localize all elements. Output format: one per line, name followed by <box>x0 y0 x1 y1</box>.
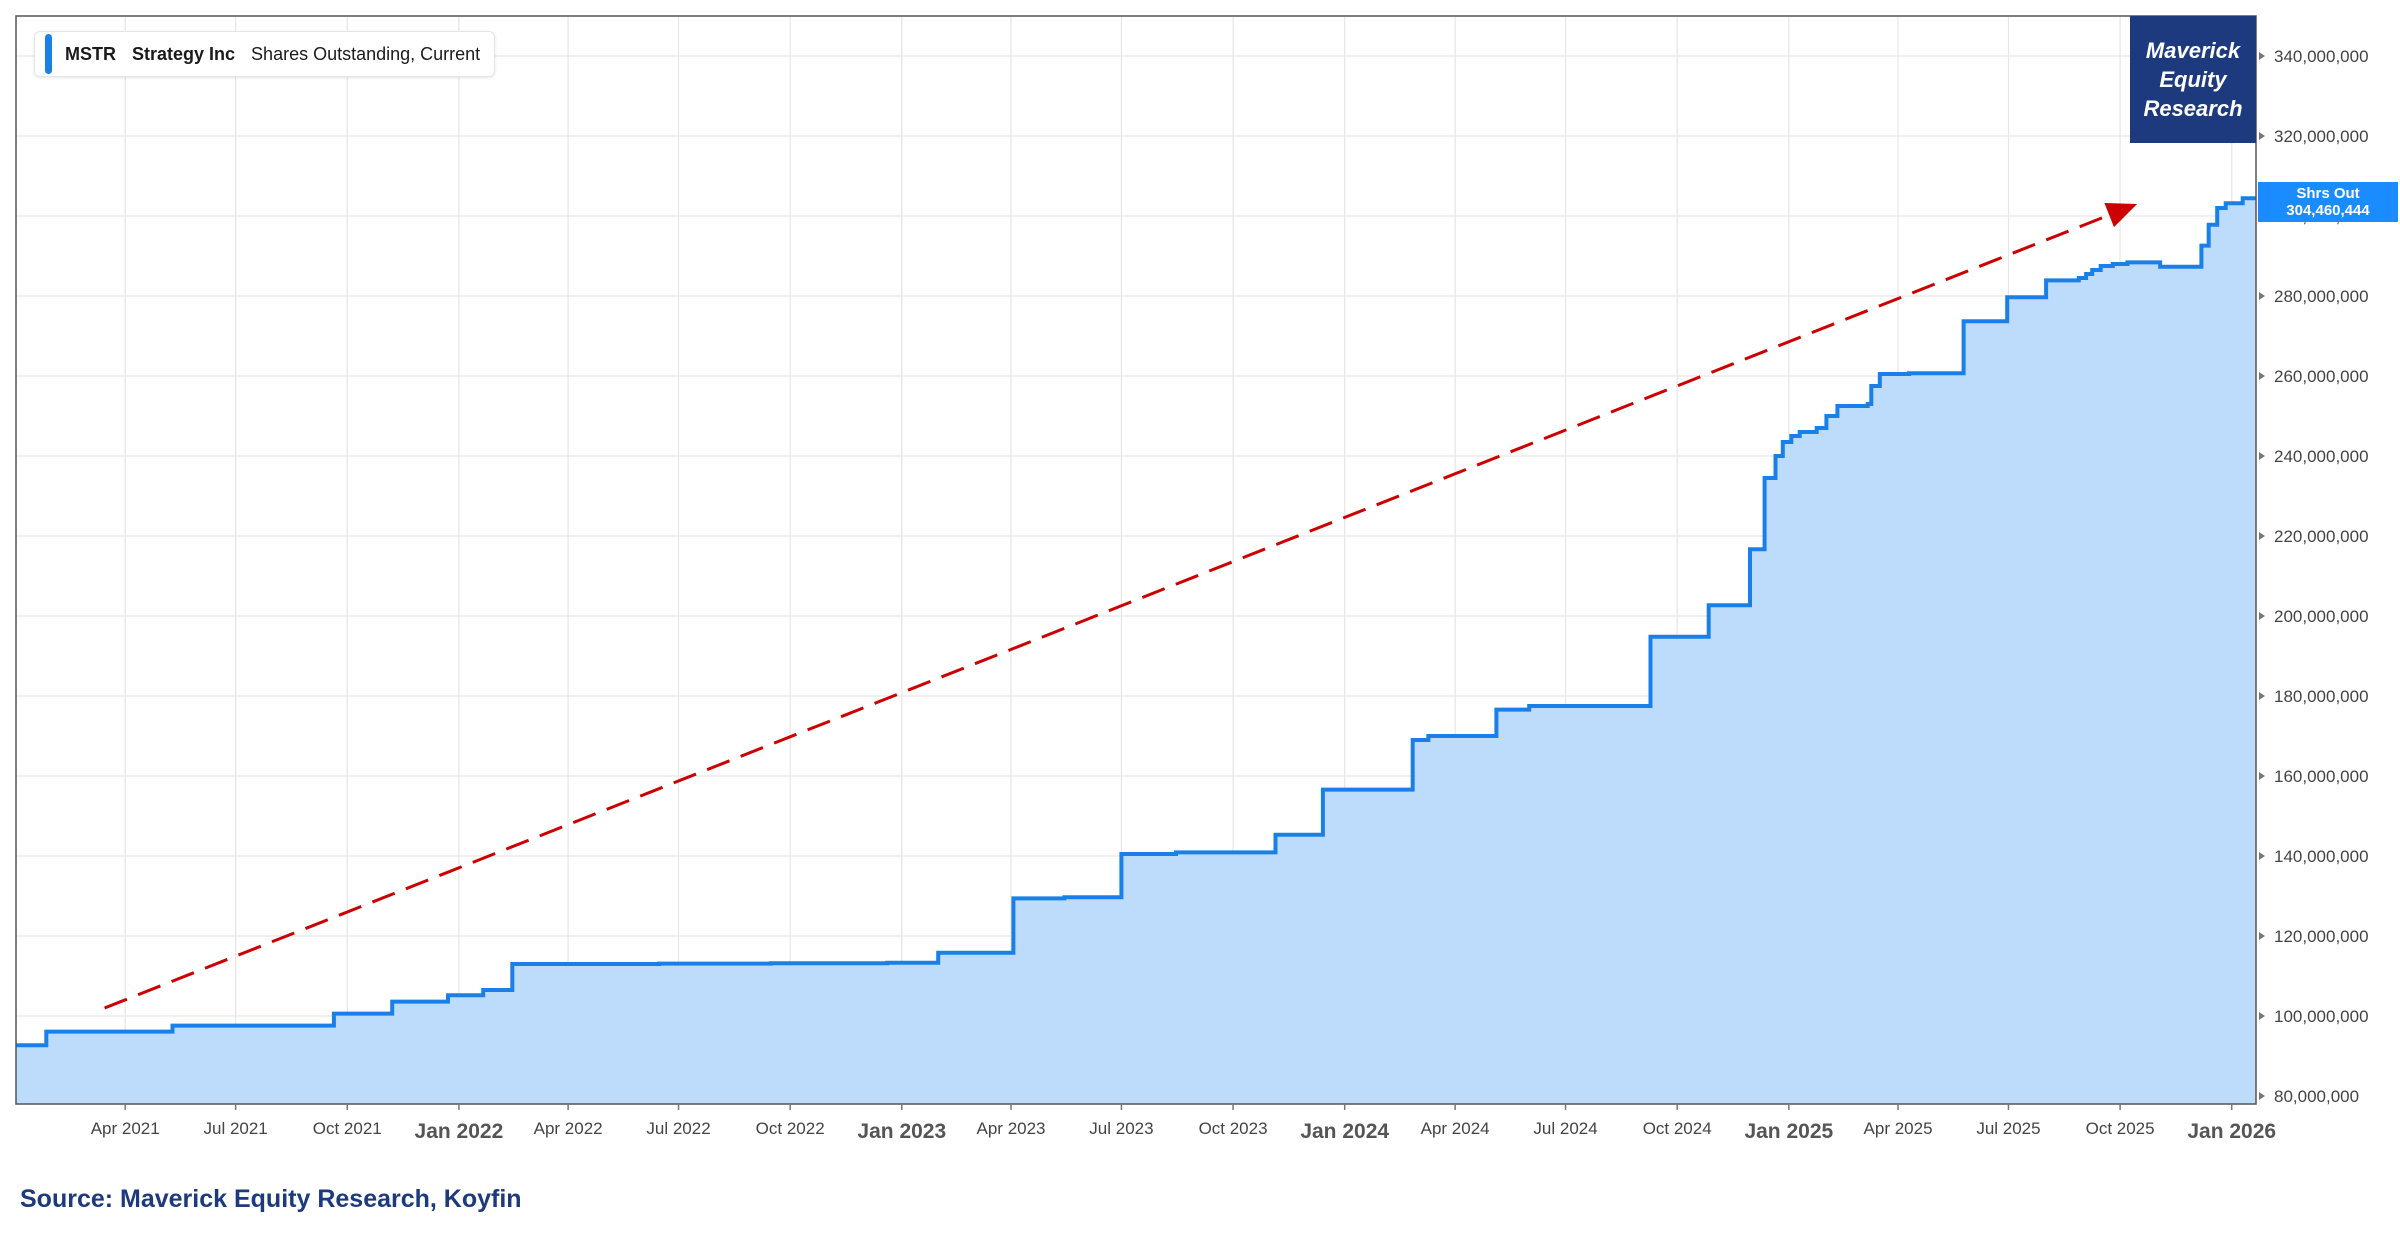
trend-arrow <box>104 202 2138 1010</box>
grid-lines <box>16 16 2256 1104</box>
legend-ticker: MSTR <box>65 43 116 64</box>
x-tick-label: Oct 2021 <box>313 1119 382 1138</box>
x-tick-label: Jul 2021 <box>203 1119 267 1138</box>
y-tick-label: 200,000,000 <box>2274 607 2369 626</box>
x-tick-label: Oct 2025 <box>2086 1119 2155 1138</box>
y-tick-mark <box>2259 132 2265 140</box>
y-tick-mark <box>2259 692 2265 700</box>
x-tick-label: Jan 2022 <box>415 1120 504 1143</box>
y-tick-mark <box>2259 1012 2265 1020</box>
y-tick-label: 100,000,000 <box>2274 1007 2369 1026</box>
y-tick-mark <box>2259 292 2265 300</box>
x-tick-label: Jul 2022 <box>646 1119 710 1138</box>
brand-line-2: Equity <box>2159 67 2227 92</box>
legend: MSTR Strategy Inc Shares Outstanding, Cu… <box>34 31 496 77</box>
legend-metric: Shares Outstanding, Current <box>251 43 481 64</box>
value-tag-label: Shrs Out <box>2296 185 2360 202</box>
brand-logo-box: Maverick Equity Research <box>2130 16 2256 143</box>
trend-arrow-head <box>2104 202 2138 228</box>
x-axis: Apr 2021 Jul 2021 Oct 2021 Jan 2022 Apr 2022… <box>91 1104 2276 1143</box>
series-area-fill <box>16 198 2256 1104</box>
x-tick-label: Jan 2025 <box>1744 1120 1833 1143</box>
value-tag-value: 304,460,444 <box>2286 202 2370 219</box>
x-tick-label: Apr 2025 <box>1864 1119 1933 1138</box>
source-caption: Source: Maverick Equity Research, Koyfin <box>20 1185 522 1213</box>
x-tick-label: Apr 2021 <box>91 1119 160 1138</box>
x-tick-label: Jul 2024 <box>1533 1119 1597 1138</box>
y-tick-mark <box>2259 52 2265 60</box>
x-tick-label: Apr 2022 <box>534 1119 603 1138</box>
y-tick-label: 160,000,000 <box>2274 767 2369 786</box>
last-value-tag: Shrs Out 304,460,444 <box>2258 182 2398 222</box>
y-tick-mark <box>2259 612 2265 620</box>
y-tick-label: 280,000,000 <box>2274 287 2369 306</box>
x-tick-label: Apr 2023 <box>977 1119 1046 1138</box>
x-tick-label: Apr 2024 <box>1421 1119 1490 1138</box>
x-tick-label: Jul 2023 <box>1089 1119 1153 1138</box>
y-tick-label: 80,000,000 <box>2274 1087 2359 1106</box>
y-tick-mark <box>2259 452 2265 460</box>
y-tick-label: 320,000,000 <box>2274 127 2369 146</box>
x-tick-label: Oct 2022 <box>756 1119 825 1138</box>
y-tick-mark <box>2259 372 2265 380</box>
legend-company: Strategy Inc <box>132 43 236 64</box>
y-tick-mark <box>2259 852 2265 860</box>
y-tick-mark <box>2259 772 2265 780</box>
y-tick-label: 220,000,000 <box>2274 527 2369 546</box>
plot-frame <box>15 15 2257 1105</box>
brand-line-1: Maverick <box>2145 38 2241 63</box>
brand-line-3: Research <box>2143 96 2243 121</box>
area-layer <box>16 196 2256 1104</box>
y-tick-label: 240,000,000 <box>2274 447 2369 466</box>
y-tick-mark <box>2259 932 2265 940</box>
legend-color-bar <box>45 34 52 74</box>
x-tick-label: Oct 2023 <box>1199 1119 1268 1138</box>
y-tick-label: 260,000,000 <box>2274 367 2369 386</box>
x-tick-label: Jan 2026 <box>2187 1120 2276 1143</box>
x-tick-label: Jan 2023 <box>857 1120 946 1143</box>
x-tick-label: Oct 2024 <box>1643 1119 1712 1138</box>
x-tick-label: Jan 2024 <box>1300 1120 1389 1143</box>
y-tick-mark <box>2259 1092 2265 1100</box>
y-tick-label: 140,000,000 <box>2274 847 2369 866</box>
y-tick-label: 340,000,000 <box>2274 47 2369 66</box>
y-tick-label: 120,000,000 <box>2274 927 2369 946</box>
y-tick-mark <box>2259 532 2265 540</box>
series-line <box>16 196 2256 1048</box>
x-tick-label: Jul 2025 <box>1976 1119 2040 1138</box>
y-tick-label: 180,000,000 <box>2274 687 2369 706</box>
